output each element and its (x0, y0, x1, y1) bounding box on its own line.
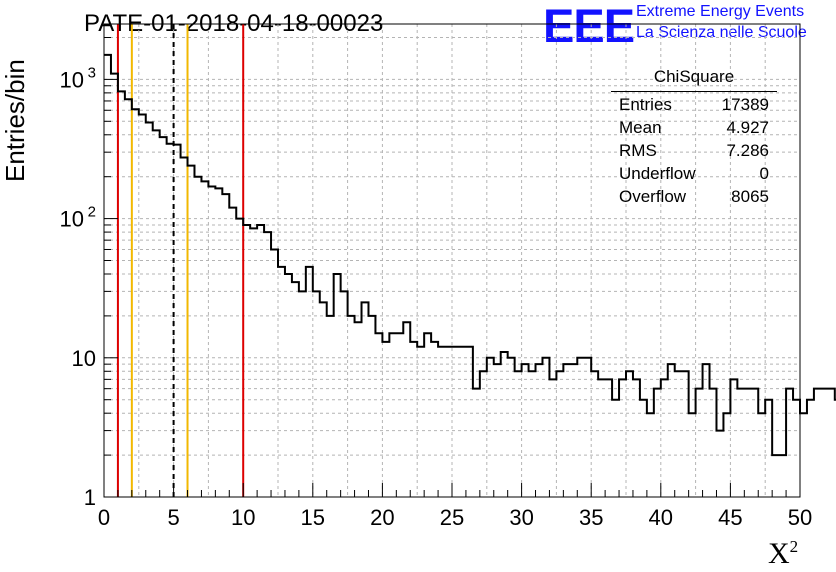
x-tick-label: 5 (167, 505, 179, 530)
x-axis-label-sup: 2 (789, 537, 799, 556)
x-tick-label: 0 (98, 505, 110, 530)
stats-row-mean: Mean 4.927 (611, 116, 777, 139)
x-tick-label: 30 (509, 505, 533, 530)
x-tick-label: 15 (301, 505, 325, 530)
stats-title: ChiSquare (611, 66, 777, 92)
stats-box: ChiSquare Entries 17389 Mean 4.927 RMS 7.28… (611, 66, 777, 208)
x-tick-label: 50 (788, 505, 812, 530)
x-axis-label: X2 (768, 537, 798, 571)
stats-label: RMS (619, 140, 657, 160)
stats-value: 7.286 (726, 140, 769, 160)
logo-line-1: Extreme Energy Events (636, 3, 805, 20)
histogram-series (104, 53, 836, 457)
stats-row-rms: RMS 7.286 (611, 139, 777, 162)
eee-logo: EEE (543, 0, 635, 52)
stats-row-overflow: Overflow 8065 (611, 185, 777, 208)
stats-label: Underflow (619, 163, 696, 183)
stats-row-underflow: Underflow 0 (611, 162, 777, 185)
y-tick-label: 1 (84, 485, 96, 510)
x-tick-label: 10 (231, 505, 255, 530)
stats-label: Entries (619, 94, 672, 114)
y-tick-label: 10 (60, 207, 84, 232)
y-tick-label-exponent: 3 (88, 64, 96, 81)
x-axis-label-base: X (768, 537, 790, 570)
stats-row-entries: Entries 17389 (611, 93, 777, 116)
x-tick-label: 35 (579, 505, 603, 530)
logo-line-2: La Scienza nelle Scuole (636, 24, 807, 41)
stats-value: 4.927 (726, 117, 769, 137)
y-axis-label: Entries/bin (0, 59, 30, 182)
stats-value: 8065 (731, 186, 769, 206)
x-tick-label: 40 (649, 505, 673, 530)
x-tick-label: 20 (370, 505, 394, 530)
stats-value: 17389 (721, 94, 769, 114)
stats-value: 0 (759, 163, 769, 183)
stats-label: Overflow (619, 186, 687, 206)
y-tick-label-exponent: 2 (88, 204, 96, 221)
x-tick-label: 25 (440, 505, 464, 530)
y-tick-label: 10 (72, 346, 96, 371)
y-tick-label: 10 (60, 67, 84, 92)
x-tick-label: 45 (718, 505, 742, 530)
stats-label: Mean (619, 117, 662, 137)
